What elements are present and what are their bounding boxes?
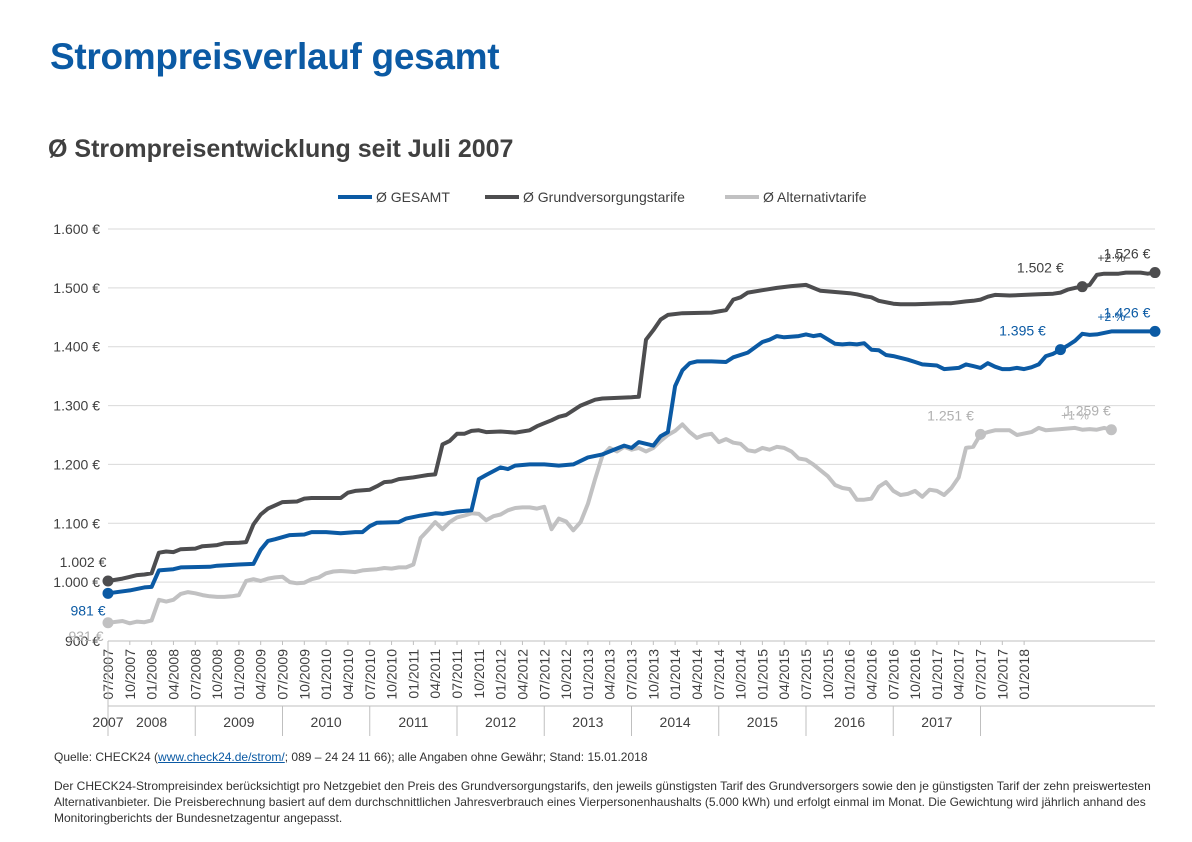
y-tick-label: 1.400 € bbox=[53, 339, 100, 355]
chart-title: Ø Strompreisentwicklung seit Juli 2007 bbox=[48, 135, 514, 163]
x-tick-label: 07/2013 bbox=[624, 649, 640, 700]
year-label: 2009 bbox=[223, 714, 254, 730]
x-tick-label: 04/2016 bbox=[863, 649, 879, 700]
data-label: 1.395 € bbox=[999, 323, 1046, 339]
data-label: 1.002 € bbox=[60, 554, 107, 570]
y-tick-label: 1.000 € bbox=[53, 574, 100, 590]
x-tick-label: 07/2008 bbox=[187, 649, 203, 700]
source-link[interactable]: www.check24.de/strom/ bbox=[158, 750, 285, 764]
source-line: Quelle: CHECK24 (www.check24.de/strom/; … bbox=[54, 750, 648, 764]
year-label: 2007 bbox=[92, 714, 123, 730]
data-label: 1.251 € bbox=[927, 407, 974, 423]
y-tick-label: 1.200 € bbox=[53, 456, 100, 472]
x-tick-label: 07/2017 bbox=[973, 649, 989, 700]
x-tick-label: 04/2012 bbox=[514, 649, 530, 700]
year-label: 2010 bbox=[311, 714, 342, 730]
x-tick-label: 04/2014 bbox=[689, 649, 705, 700]
series-line bbox=[106, 329, 1157, 596]
y-tick-label: 1.100 € bbox=[53, 515, 100, 531]
x-tick-label: 01/2014 bbox=[667, 649, 683, 700]
x-tick-label: 01/2010 bbox=[318, 649, 334, 700]
source-suffix: ; 089 – 24 24 11 66); alle Angaben ohne … bbox=[284, 750, 648, 764]
year-label: 2008 bbox=[136, 714, 167, 730]
data-point-marker bbox=[1149, 325, 1161, 337]
data-point-marker bbox=[975, 428, 986, 440]
data-point-marker bbox=[1076, 281, 1088, 293]
year-label: 2016 bbox=[834, 714, 865, 730]
x-tick-label: 10/2017 bbox=[994, 649, 1010, 700]
x-tick-label: 07/2014 bbox=[711, 649, 727, 700]
y-tick-label: 900 € bbox=[65, 633, 100, 649]
y-tick-label: 1.600 € bbox=[53, 221, 100, 237]
data-label: 1.259 € bbox=[1064, 403, 1111, 419]
x-tick-label: 10/2009 bbox=[296, 649, 312, 700]
data-point-marker bbox=[102, 587, 114, 599]
year-label: 2014 bbox=[660, 714, 691, 730]
x-tick-label: 10/2010 bbox=[384, 649, 400, 700]
x-tick-label: 01/2018 bbox=[1016, 649, 1032, 700]
x-tick-label: 10/2015 bbox=[820, 649, 836, 700]
methodology-note: Der CHECK24-Strompreisindex berücksichti… bbox=[54, 779, 1151, 825]
data-point-marker bbox=[102, 575, 114, 587]
year-label: 2013 bbox=[572, 714, 603, 730]
data-label: 931 € bbox=[68, 628, 103, 644]
series-line bbox=[106, 270, 1157, 583]
x-tick-label: 01/2015 bbox=[754, 649, 770, 700]
x-tick-label: 04/2017 bbox=[951, 649, 967, 700]
x-tick-label: 01/2009 bbox=[231, 649, 247, 700]
x-tick-label: 01/2017 bbox=[929, 649, 945, 700]
data-point-marker bbox=[1149, 267, 1161, 279]
change-label: +2 % bbox=[1098, 310, 1126, 324]
series-line bbox=[106, 422, 1114, 626]
x-tick-label: 07/2010 bbox=[362, 649, 378, 700]
year-label: 2012 bbox=[485, 714, 516, 730]
source-prefix: Quelle: CHECK24 ( bbox=[54, 750, 159, 764]
x-tick-label: 10/2013 bbox=[645, 649, 661, 700]
x-tick-label: 04/2008 bbox=[165, 649, 181, 700]
year-label: 2011 bbox=[398, 714, 428, 730]
x-tick-label: 01/2008 bbox=[144, 649, 160, 700]
x-tick-label: 10/2008 bbox=[209, 649, 225, 700]
data-label: 1.526 € bbox=[1104, 246, 1151, 262]
x-tick-label: 10/2007 bbox=[122, 649, 138, 700]
x-tick-label: 10/2012 bbox=[558, 649, 574, 700]
change-label: +1 % bbox=[1061, 408, 1089, 422]
x-tick-label: 04/2013 bbox=[602, 649, 618, 700]
page-title: Strompreisverlauf gesamt bbox=[50, 36, 500, 77]
x-tick-label: 07/2015 bbox=[798, 649, 814, 700]
x-tick-label: 04/2010 bbox=[340, 649, 356, 700]
data-label: 981 € bbox=[70, 602, 105, 618]
legend-label: Ø Grundversorgungstarife bbox=[523, 189, 685, 205]
year-label: 2015 bbox=[747, 714, 778, 730]
x-tick-label: 04/2011 bbox=[427, 649, 443, 699]
x-tick-label: 04/2015 bbox=[776, 649, 792, 700]
x-tick-label: 07/2012 bbox=[536, 649, 552, 700]
y-tick-label: 1.500 € bbox=[53, 280, 100, 296]
x-tick-label: 10/2014 bbox=[733, 649, 749, 700]
x-tick-label: 01/2012 bbox=[493, 649, 509, 700]
legend-label: Ø GESAMT bbox=[376, 189, 450, 205]
data-point-marker bbox=[1054, 344, 1066, 356]
data-point-marker bbox=[102, 617, 114, 629]
legend-label: Ø Alternativtarife bbox=[763, 189, 867, 205]
x-tick-label: 04/2009 bbox=[253, 649, 269, 700]
x-tick-label: 07/2016 bbox=[885, 649, 901, 700]
data-label: 1.426 € bbox=[1104, 304, 1151, 320]
x-tick-label: 01/2016 bbox=[842, 649, 858, 700]
data-label: 1.502 € bbox=[1017, 260, 1064, 276]
change-label: +2 % bbox=[1098, 251, 1126, 265]
y-tick-label: 1.300 € bbox=[53, 398, 100, 414]
x-tick-label: 01/2011 bbox=[405, 649, 421, 699]
x-tick-label: 07/2009 bbox=[275, 649, 291, 700]
x-tick-label: 10/2011 bbox=[471, 649, 487, 699]
data-point-marker bbox=[1105, 424, 1117, 436]
x-tick-label: 07/2011 bbox=[449, 649, 465, 699]
year-label: 2017 bbox=[921, 714, 952, 730]
x-tick-label: 10/2016 bbox=[907, 649, 923, 700]
x-tick-label: 01/2013 bbox=[580, 649, 596, 700]
